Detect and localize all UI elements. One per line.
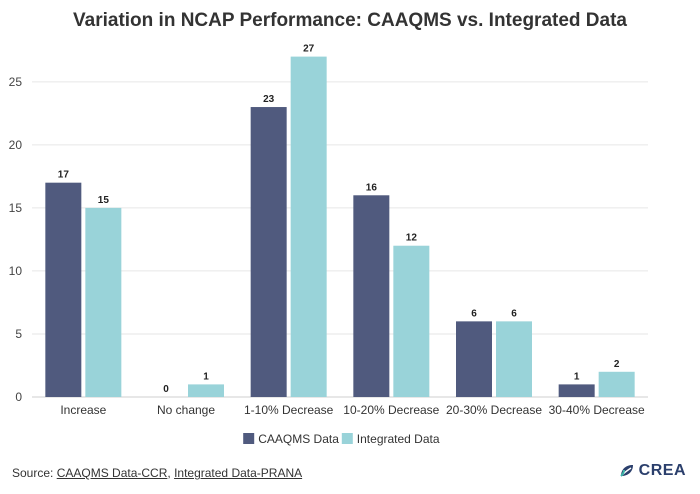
bar bbox=[496, 321, 532, 397]
x-tick-label: No change bbox=[157, 403, 215, 417]
data-label: 23 bbox=[263, 94, 275, 105]
data-label: 6 bbox=[471, 308, 477, 319]
data-label: 12 bbox=[406, 233, 418, 244]
bar bbox=[598, 371, 635, 397]
x-axis: Increase No change 1-10% Decrease 10-20% De… bbox=[60, 403, 645, 417]
bars bbox=[45, 56, 635, 398]
y-tick-label: 0 bbox=[15, 390, 22, 404]
y-tick-label: 15 bbox=[9, 201, 23, 215]
source-link-caaqms[interactable]: CAAQMS Data-CCR bbox=[56, 466, 168, 480]
legend-label: Integrated Data bbox=[357, 432, 440, 446]
data-label: 1 bbox=[574, 371, 580, 382]
bar bbox=[188, 384, 224, 397]
bar bbox=[558, 384, 595, 397]
data-label: 2 bbox=[614, 359, 620, 370]
source-separator: , bbox=[167, 466, 175, 480]
data-label: 17 bbox=[58, 170, 70, 181]
x-tick-label: 10-20% Decrease bbox=[343, 403, 439, 417]
crea-leaf-icon bbox=[619, 465, 633, 477]
x-tick-label: Increase bbox=[60, 403, 106, 417]
y-tick-label: 5 bbox=[15, 327, 22, 341]
source-footer: Source: CAAQMS Data-CCR, Integrated Data… bbox=[12, 466, 302, 480]
x-tick-label: 1-10% Decrease bbox=[244, 403, 334, 417]
legend-label: CAAQMS Data bbox=[258, 432, 339, 446]
x-tick-label: 30-40% Decrease bbox=[549, 403, 645, 417]
gridlines bbox=[32, 81, 648, 398]
source-prefix: Source: bbox=[12, 466, 57, 480]
chart-title: Variation in NCAP Performance: CAAQMS vs… bbox=[73, 10, 627, 31]
bar bbox=[45, 182, 82, 397]
brand-logo: CREA bbox=[619, 462, 686, 480]
bar bbox=[456, 321, 492, 397]
legend-swatch bbox=[341, 433, 353, 444]
data-label: 27 bbox=[303, 44, 315, 55]
legend-swatch bbox=[243, 433, 255, 444]
bar bbox=[250, 107, 287, 398]
data-label: 16 bbox=[366, 182, 378, 193]
brand-name: CREA bbox=[638, 462, 686, 479]
bar bbox=[290, 56, 327, 397]
bar bbox=[85, 207, 122, 397]
data-label: 0 bbox=[163, 384, 169, 395]
bar bbox=[393, 245, 430, 397]
data-label: 6 bbox=[511, 308, 517, 319]
source-link-prana[interactable]: Integrated Data-PRANA bbox=[174, 466, 303, 480]
x-tick-label: 20-30% Decrease bbox=[446, 403, 542, 417]
y-tick-label: 20 bbox=[9, 138, 23, 152]
bar bbox=[353, 195, 390, 397]
y-tick-label: 10 bbox=[9, 264, 23, 278]
data-label: 15 bbox=[98, 195, 110, 206]
y-tick-label: 25 bbox=[9, 75, 23, 89]
legend: CAAQMS Data Integrated Data bbox=[243, 432, 440, 446]
data-label: 1 bbox=[203, 371, 209, 382]
